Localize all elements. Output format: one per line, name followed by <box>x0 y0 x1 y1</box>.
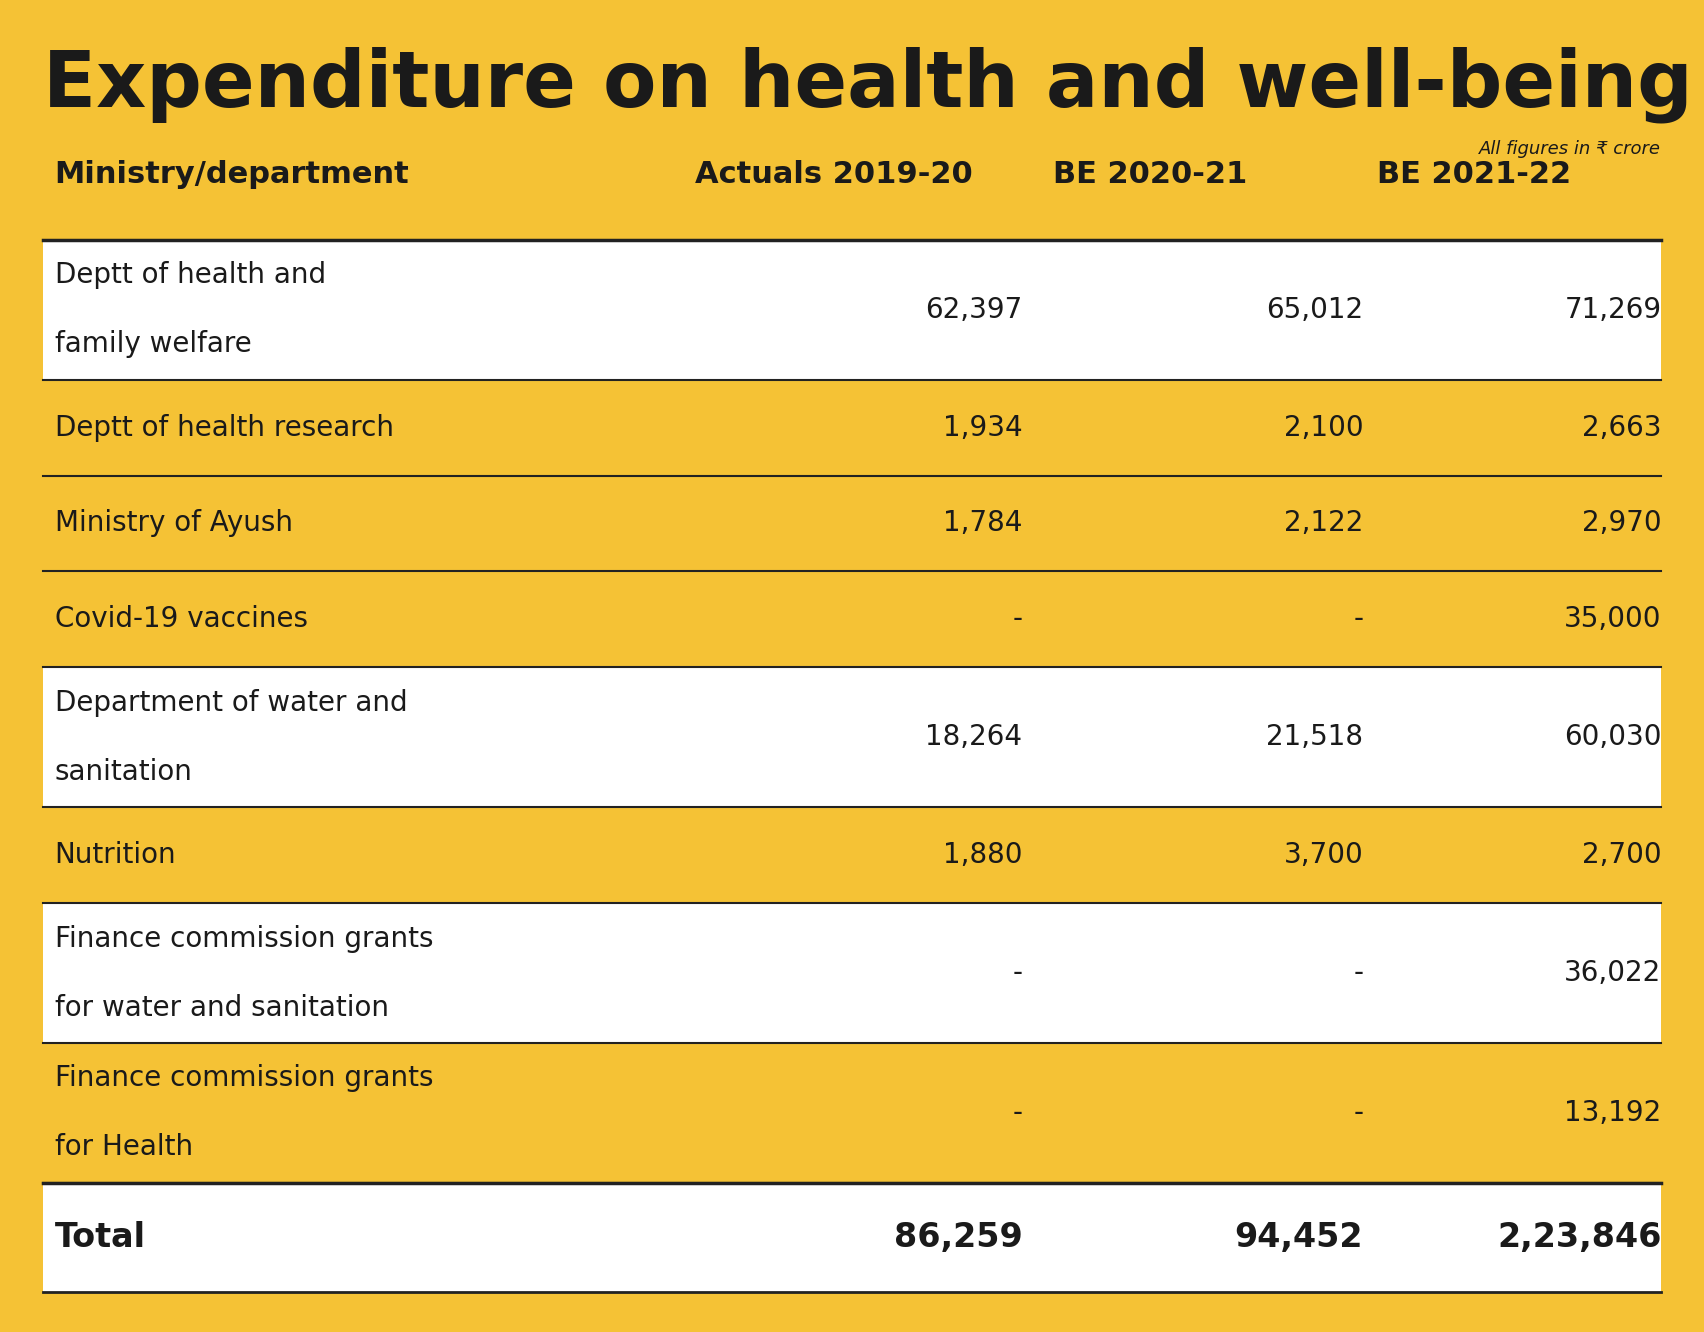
Text: 94,452: 94,452 <box>1235 1221 1363 1253</box>
Text: Total: Total <box>55 1221 145 1253</box>
Text: for Health: for Health <box>55 1134 193 1162</box>
Text: 2,23,846: 2,23,846 <box>1498 1221 1661 1253</box>
Text: Ministry/department: Ministry/department <box>55 160 409 189</box>
Text: -: - <box>1012 605 1022 634</box>
Bar <box>43 240 1661 380</box>
Text: 65,012: 65,012 <box>1266 296 1363 324</box>
Text: 18,264: 18,264 <box>925 723 1022 751</box>
Text: Finance commission grants: Finance commission grants <box>55 924 433 952</box>
Text: 3,700: 3,700 <box>1283 840 1363 870</box>
Text: Deptt of health and: Deptt of health and <box>55 261 325 289</box>
Text: Department of water and: Department of water and <box>55 689 407 717</box>
Text: Actuals 2019-20: Actuals 2019-20 <box>695 160 973 189</box>
Text: 1,934: 1,934 <box>942 413 1022 442</box>
Bar <box>43 571 1661 667</box>
Text: 35,000: 35,000 <box>1564 605 1661 634</box>
Text: BE 2021-22: BE 2021-22 <box>1377 160 1571 189</box>
Text: All figures in ₹ crore: All figures in ₹ crore <box>1479 140 1661 159</box>
Text: Nutrition: Nutrition <box>55 840 176 870</box>
Text: 86,259: 86,259 <box>893 1221 1022 1253</box>
Text: Finance commission grants: Finance commission grants <box>55 1064 433 1092</box>
Text: family welfare: family welfare <box>55 330 250 358</box>
Text: 13,192: 13,192 <box>1564 1099 1661 1127</box>
Text: 2,663: 2,663 <box>1581 413 1661 442</box>
Text: Ministry of Ayush: Ministry of Ayush <box>55 509 293 538</box>
Text: 62,397: 62,397 <box>925 296 1022 324</box>
Bar <box>43 807 1661 903</box>
Text: for water and sanitation: for water and sanitation <box>55 994 389 1022</box>
Text: -: - <box>1012 959 1022 987</box>
Bar <box>43 667 1661 807</box>
Text: 2,100: 2,100 <box>1283 413 1363 442</box>
Text: 2,700: 2,700 <box>1581 840 1661 870</box>
Bar <box>43 476 1661 571</box>
Text: Expenditure on health and well-being: Expenditure on health and well-being <box>43 47 1692 123</box>
Text: -: - <box>1353 959 1363 987</box>
Text: 21,518: 21,518 <box>1266 723 1363 751</box>
Bar <box>43 1183 1661 1292</box>
Text: 2,970: 2,970 <box>1581 509 1661 538</box>
Text: 60,030: 60,030 <box>1564 723 1661 751</box>
Text: -: - <box>1353 1099 1363 1127</box>
Text: Covid-19 vaccines: Covid-19 vaccines <box>55 605 307 634</box>
Bar <box>43 903 1661 1043</box>
Text: 2,122: 2,122 <box>1283 509 1363 538</box>
Text: 1,784: 1,784 <box>942 509 1022 538</box>
Bar <box>43 1043 1661 1183</box>
Text: -: - <box>1353 605 1363 634</box>
Text: sanitation: sanitation <box>55 758 193 786</box>
Text: 71,269: 71,269 <box>1564 296 1661 324</box>
Text: -: - <box>1012 1099 1022 1127</box>
Text: BE 2020-21: BE 2020-21 <box>1053 160 1247 189</box>
Text: 36,022: 36,022 <box>1564 959 1661 987</box>
Text: Deptt of health research: Deptt of health research <box>55 413 394 442</box>
Text: 1,880: 1,880 <box>942 840 1022 870</box>
Bar <box>43 380 1661 476</box>
